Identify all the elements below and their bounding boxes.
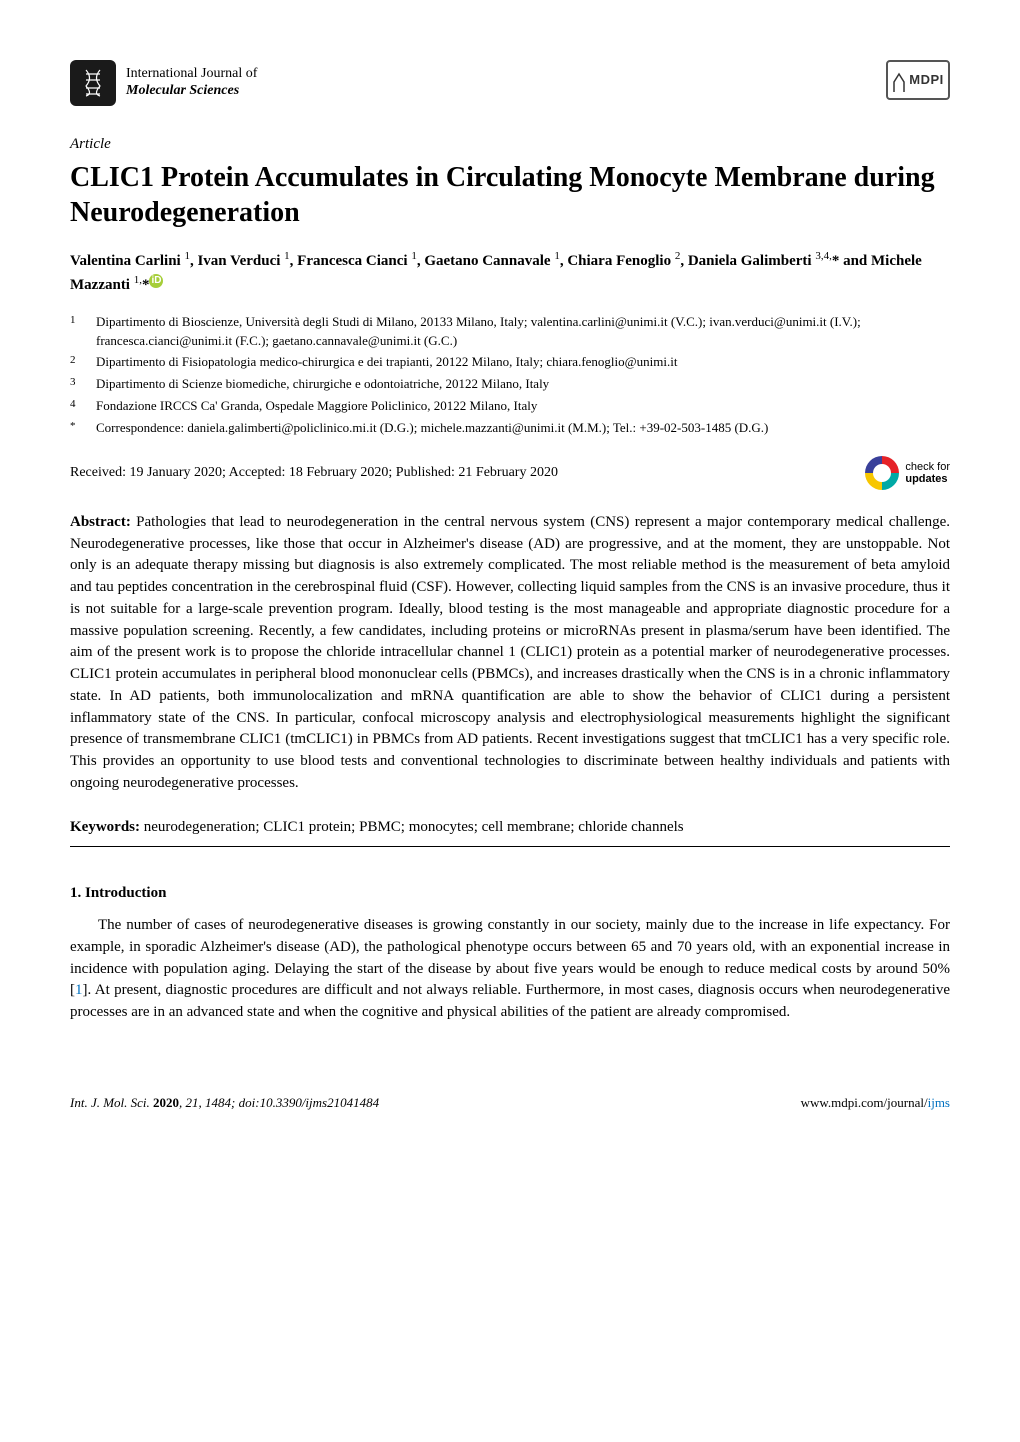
dates-row: Received: 19 January 2020; Accepted: 18 … bbox=[70, 456, 950, 490]
orcid-icon[interactable]: iD bbox=[149, 274, 163, 288]
publisher-name: MDPI bbox=[909, 71, 944, 90]
page-footer: Int. J. Mol. Sci. 2020, 21, 1484; doi:10… bbox=[70, 1094, 950, 1113]
affiliations-list: 1 Dipartimento di Bioscienze, Università … bbox=[70, 313, 950, 438]
journal-logo-icon bbox=[70, 60, 116, 106]
article-type: Article bbox=[70, 134, 950, 156]
footer-left: Int. J. Mol. Sci. 2020, 21, 1484; doi:10… bbox=[70, 1094, 379, 1113]
abstract-label: Abstract: bbox=[70, 514, 131, 530]
footer-right: www.mdpi.com/journal/ijms bbox=[801, 1094, 950, 1113]
affiliation-num: 4 bbox=[70, 397, 84, 416]
keywords-label: Keywords: bbox=[70, 819, 140, 835]
citation-link-1[interactable]: 1 bbox=[75, 982, 83, 998]
footer-url-pre: www.mdpi.com/journal/ bbox=[801, 1095, 928, 1110]
check-updates-line2: updates bbox=[905, 473, 950, 485]
article-title: CLIC1 Protein Accumulates in Circulating… bbox=[70, 160, 950, 230]
footer-year: 2020 bbox=[153, 1095, 179, 1110]
affiliation-row: 3 Dipartimento di Scienze biomediche, chi… bbox=[70, 375, 950, 394]
page-header: International Journal of Molecular Scien… bbox=[70, 60, 950, 106]
keywords-text: neurodegeneration; CLIC1 protein; PBMC; … bbox=[140, 819, 684, 835]
check-updates-badge[interactable]: check for updates bbox=[865, 456, 950, 490]
section-heading-1: 1. Introduction bbox=[70, 883, 950, 905]
check-updates-text: check for updates bbox=[905, 461, 950, 485]
affiliation-text: Dipartimento di Scienze biomediche, chir… bbox=[96, 375, 549, 394]
authors-line: Valentina Carlini 1, Ivan Verduci 1, Fra… bbox=[70, 248, 950, 297]
affiliation-row: * Correspondence: daniela.galimberti@poli… bbox=[70, 419, 950, 438]
affiliation-num: * bbox=[70, 419, 84, 438]
affiliation-text: Dipartimento di Bioscienze, Università d… bbox=[96, 313, 950, 351]
abstract-block: Abstract: Pathologies that lead to neuro… bbox=[70, 512, 950, 795]
abstract-text: Pathologies that lead to neurodegenerati… bbox=[70, 514, 950, 791]
footer-journal-abbr: Int. J. Mol. Sci. bbox=[70, 1095, 153, 1110]
intro-text-post: ]. At present, diagnostic procedures are… bbox=[70, 982, 950, 1020]
check-updates-line1: check for bbox=[905, 461, 950, 473]
affiliation-row: 4 Fondazione IRCCS Ca' Granda, Ospedale M… bbox=[70, 397, 950, 416]
keywords-block: Keywords: neurodegeneration; CLIC1 prote… bbox=[70, 817, 950, 839]
footer-url-link[interactable]: ijms bbox=[928, 1095, 950, 1110]
journal-name: International Journal of Molecular Scien… bbox=[126, 66, 257, 100]
affiliation-text: Correspondence: daniela.galimberti@polic… bbox=[96, 419, 768, 438]
affiliation-num: 3 bbox=[70, 375, 84, 394]
affiliation-text: Fondazione IRCCS Ca' Granda, Ospedale Ma… bbox=[96, 397, 537, 416]
journal-block: International Journal of Molecular Scien… bbox=[70, 60, 257, 106]
affiliation-num: 2 bbox=[70, 353, 84, 372]
publisher-logo: MDPI bbox=[886, 60, 950, 100]
affiliation-row: 2 Dipartimento di Fisiopatologia medico-c… bbox=[70, 353, 950, 372]
affiliation-num: 1 bbox=[70, 313, 84, 351]
affiliation-row: 1 Dipartimento di Bioscienze, Università … bbox=[70, 313, 950, 351]
intro-paragraph: The number of cases of neurodegenerative… bbox=[70, 915, 950, 1024]
journal-name-line1: International Journal of bbox=[126, 66, 257, 83]
footer-citation: , 21, 1484; doi:10.3390/ijms21041484 bbox=[179, 1095, 379, 1110]
authors-names: Valentina Carlini 1, Ivan Verduci 1, Fra… bbox=[70, 253, 922, 294]
affiliation-text: Dipartimento di Fisiopatologia medico-ch… bbox=[96, 353, 677, 372]
journal-name-line2: Molecular Sciences bbox=[126, 83, 257, 100]
crossmark-icon bbox=[865, 456, 899, 490]
dates-text: Received: 19 January 2020; Accepted: 18 … bbox=[70, 463, 558, 483]
keywords-rule bbox=[70, 846, 950, 847]
